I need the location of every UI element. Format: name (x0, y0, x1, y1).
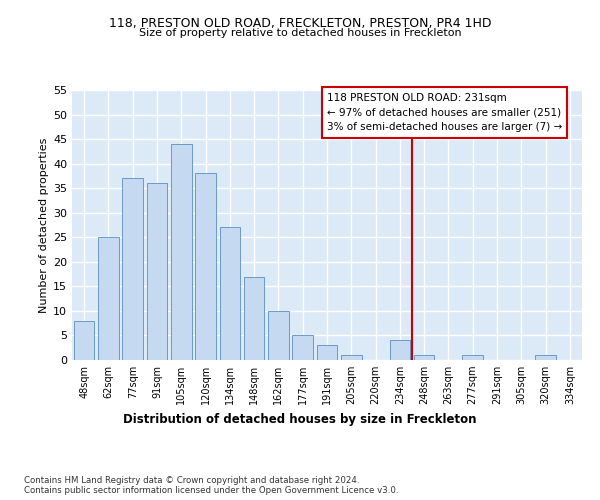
Bar (146, 184, 167, 360)
Bar (317, 346, 337, 360)
Text: 118 PRESTON OLD ROAD: 231sqm
← 97% of detached houses are smaller (251)
3% of se: 118 PRESTON OLD ROAD: 231sqm ← 97% of de… (327, 92, 562, 132)
Bar (268, 311, 289, 360)
Bar (535, 355, 556, 360)
Bar (74, 320, 94, 360)
Bar (463, 355, 483, 360)
Text: Size of property relative to detached houses in Freckleton: Size of property relative to detached ho… (139, 28, 461, 38)
Bar (292, 336, 313, 360)
Bar (389, 340, 410, 360)
Bar (220, 228, 240, 360)
Bar (341, 355, 362, 360)
Bar (195, 174, 216, 360)
Bar (414, 355, 434, 360)
Y-axis label: Number of detached properties: Number of detached properties (39, 138, 49, 312)
Text: Contains HM Land Registry data © Crown copyright and database right 2024.
Contai: Contains HM Land Registry data © Crown c… (24, 476, 398, 495)
Bar (244, 276, 265, 360)
Bar (122, 178, 143, 360)
Bar (98, 238, 119, 360)
Bar (171, 144, 191, 360)
Text: Distribution of detached houses by size in Freckleton: Distribution of detached houses by size … (123, 412, 477, 426)
Text: 118, PRESTON OLD ROAD, FRECKLETON, PRESTON, PR4 1HD: 118, PRESTON OLD ROAD, FRECKLETON, PREST… (109, 18, 491, 30)
